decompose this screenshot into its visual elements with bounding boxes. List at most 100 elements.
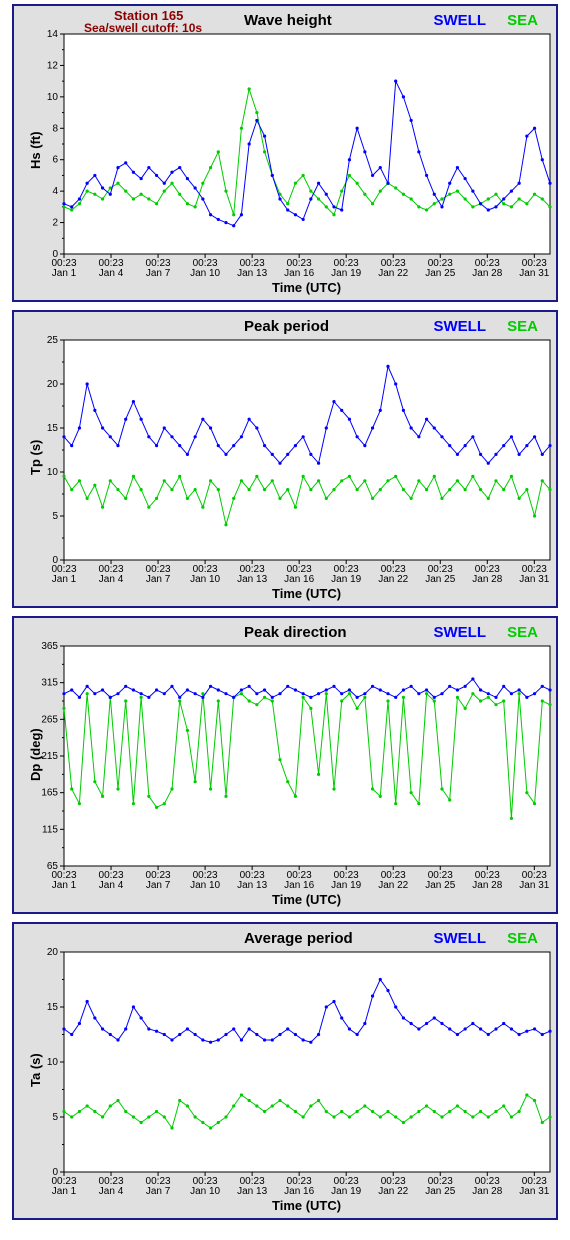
peak-period-panel: 051015202500:23Jan 100:23Jan 400:23Jan 7… xyxy=(12,310,558,608)
svg-text:20: 20 xyxy=(47,379,59,390)
svg-text:Jan 1: Jan 1 xyxy=(52,880,77,891)
svg-text:25: 25 xyxy=(47,335,59,346)
svg-text:6: 6 xyxy=(52,155,58,166)
swell-legend: SWELL xyxy=(434,624,487,641)
svg-text:12: 12 xyxy=(47,60,59,71)
peak-direction-sea-line xyxy=(64,694,550,819)
svg-text:Jan 28: Jan 28 xyxy=(472,574,502,585)
peak-direction-title: Peak direction xyxy=(244,624,347,641)
peak-period-title: Peak period xyxy=(244,318,329,335)
svg-text:5: 5 xyxy=(52,1112,58,1123)
svg-text:Jan 4: Jan 4 xyxy=(99,1186,124,1197)
svg-text:Jan 7: Jan 7 xyxy=(146,1186,171,1197)
svg-text:165: 165 xyxy=(41,788,58,799)
svg-text:Jan 31: Jan 31 xyxy=(519,268,549,279)
average-period-xlabel: Time (UTC) xyxy=(272,1198,341,1213)
peak-direction-swell-line xyxy=(64,679,550,697)
svg-text:265: 265 xyxy=(41,714,58,725)
svg-text:Jan 10: Jan 10 xyxy=(190,574,220,585)
swell-legend: SWELL xyxy=(434,930,487,947)
svg-text:20: 20 xyxy=(47,947,59,958)
svg-text:15: 15 xyxy=(47,1002,59,1013)
svg-text:Jan 7: Jan 7 xyxy=(146,880,171,891)
svg-text:10: 10 xyxy=(47,467,59,478)
svg-text:Jan 10: Jan 10 xyxy=(190,880,220,891)
wave-height-title: Wave height xyxy=(244,12,332,29)
svg-text:Jan 22: Jan 22 xyxy=(378,268,408,279)
peak-period-sea-line xyxy=(64,476,550,524)
svg-text:Jan 13: Jan 13 xyxy=(237,1186,267,1197)
svg-text:14: 14 xyxy=(47,29,59,40)
svg-text:Jan 25: Jan 25 xyxy=(425,268,455,279)
swell-legend: SWELL xyxy=(434,12,487,29)
svg-text:Jan 28: Jan 28 xyxy=(472,268,502,279)
peak-period-xlabel: Time (UTC) xyxy=(272,586,341,601)
svg-text:215: 215 xyxy=(41,751,58,762)
sea-legend: SEA xyxy=(507,930,538,947)
svg-text:Jan 28: Jan 28 xyxy=(472,1186,502,1197)
svg-text:Jan 13: Jan 13 xyxy=(237,880,267,891)
sea-legend: SEA xyxy=(507,318,538,335)
svg-text:Jan 10: Jan 10 xyxy=(190,268,220,279)
svg-text:Jan 31: Jan 31 xyxy=(519,574,549,585)
svg-text:Jan 10: Jan 10 xyxy=(190,1186,220,1197)
peak-period-svg: 051015202500:23Jan 100:23Jan 400:23Jan 7… xyxy=(14,312,560,610)
svg-text:5: 5 xyxy=(52,511,58,522)
svg-text:Jan 25: Jan 25 xyxy=(425,1186,455,1197)
svg-text:Jan 7: Jan 7 xyxy=(146,574,171,585)
sea-legend: SEA xyxy=(507,12,538,29)
svg-text:Jan 25: Jan 25 xyxy=(425,880,455,891)
wave-height-sea-line xyxy=(64,89,550,215)
average-period-panel: 0510152000:23Jan 100:23Jan 400:23Jan 700… xyxy=(12,922,558,1220)
peak-period-swell-line xyxy=(64,366,550,463)
swell-legend: SWELL xyxy=(434,318,487,335)
svg-text:2: 2 xyxy=(52,218,58,229)
svg-text:Jan 1: Jan 1 xyxy=(52,268,77,279)
svg-text:Jan 4: Jan 4 xyxy=(99,268,124,279)
svg-text:Jan 1: Jan 1 xyxy=(52,574,77,585)
peak-direction-ylabel: Dp (deg) xyxy=(28,728,43,781)
wave-height-svg: 0246810121400:23Jan 100:23Jan 400:23Jan … xyxy=(14,6,560,304)
svg-text:Jan 13: Jan 13 xyxy=(237,268,267,279)
svg-text:365: 365 xyxy=(41,641,58,652)
svg-text:315: 315 xyxy=(41,678,58,689)
peak-direction-panel: 6511516521526531536500:23Jan 100:23Jan 4… xyxy=(12,616,558,914)
wave-height-ylabel: Hs (ft) xyxy=(28,131,43,169)
svg-text:Jan 16: Jan 16 xyxy=(284,880,314,891)
svg-text:Jan 1: Jan 1 xyxy=(52,1186,77,1197)
svg-text:8: 8 xyxy=(52,123,58,134)
wave-height-panel: 0246810121400:23Jan 100:23Jan 400:23Jan … xyxy=(12,4,558,302)
svg-text:15: 15 xyxy=(47,423,59,434)
svg-text:Jan 16: Jan 16 xyxy=(284,574,314,585)
average-period-swell-line xyxy=(64,980,550,1043)
svg-text:Jan 19: Jan 19 xyxy=(331,574,361,585)
svg-text:Jan 19: Jan 19 xyxy=(331,880,361,891)
svg-text:10: 10 xyxy=(47,1057,59,1068)
svg-text:4: 4 xyxy=(52,186,58,197)
peak-direction-xlabel: Time (UTC) xyxy=(272,892,341,907)
wave-height-xlabel: Time (UTC) xyxy=(272,280,341,295)
svg-text:Jan 31: Jan 31 xyxy=(519,1186,549,1197)
svg-text:Jan 22: Jan 22 xyxy=(378,574,408,585)
peak-period-ylabel: Tp (s) xyxy=(28,440,43,475)
svg-text:Jan 4: Jan 4 xyxy=(99,880,124,891)
svg-text:Jan 16: Jan 16 xyxy=(284,268,314,279)
svg-text:Jan 4: Jan 4 xyxy=(99,574,124,585)
svg-text:Jan 19: Jan 19 xyxy=(331,268,361,279)
svg-text:10: 10 xyxy=(47,92,59,103)
svg-text:115: 115 xyxy=(42,824,58,835)
svg-text:Jan 28: Jan 28 xyxy=(472,880,502,891)
peak-direction-svg: 6511516521526531536500:23Jan 100:23Jan 4… xyxy=(14,618,560,916)
svg-text:Jan 22: Jan 22 xyxy=(378,1186,408,1197)
svg-text:Jan 19: Jan 19 xyxy=(331,1186,361,1197)
average-period-svg: 0510152000:23Jan 100:23Jan 400:23Jan 700… xyxy=(14,924,560,1222)
svg-text:Jan 13: Jan 13 xyxy=(237,574,267,585)
svg-text:Jan 31: Jan 31 xyxy=(519,880,549,891)
svg-text:Jan 22: Jan 22 xyxy=(378,880,408,891)
sea-legend: SEA xyxy=(507,624,538,641)
average-period-ylabel: Ta (s) xyxy=(28,1053,43,1087)
average-period-title: Average period xyxy=(244,930,353,947)
wave-height-swell-line xyxy=(64,81,550,226)
svg-text:Jan 16: Jan 16 xyxy=(284,1186,314,1197)
cutoff-label: Sea/swell cutoff: 10s xyxy=(84,21,202,35)
